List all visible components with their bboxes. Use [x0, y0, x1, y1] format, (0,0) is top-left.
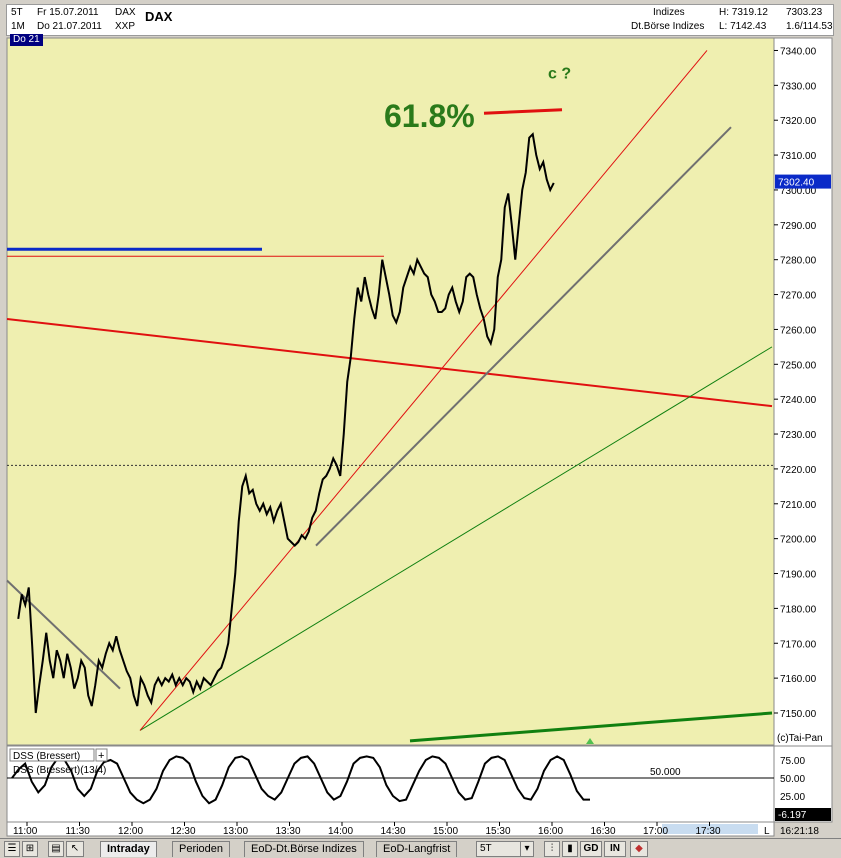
time-axis-area: [6, 821, 775, 837]
bars-icon[interactable]: ▮: [562, 841, 578, 857]
y-tick-label: 7160.00: [780, 674, 817, 685]
exchange-label: XXP: [115, 21, 136, 32]
price-chart[interactable]: 7340.00 7330.00 7320.00 7310.00 7300.00 7290.…: [0, 0, 841, 838]
x-tick-label: 11:00: [13, 826, 38, 837]
y-tick-label: 7210.00: [780, 500, 817, 511]
y-tick-label: 7250.00: [780, 360, 817, 371]
high-label: H: 7319.12: [719, 7, 768, 18]
day-marker: Do 21: [10, 34, 43, 46]
dss-label: DSS (Bressert): [13, 751, 80, 762]
x-tick-label: 16:30: [591, 826, 616, 837]
low-label: L: 7142.43: [719, 21, 767, 32]
plus-icon: +: [98, 750, 104, 762]
fib-level-line: [483, 108, 563, 115]
y-tick-label: 7270.00: [780, 291, 817, 302]
last-price-label: 7302.40: [778, 178, 815, 189]
gray-trend-line: [315, 126, 732, 547]
x-tick-label: 13:00: [223, 826, 248, 837]
tab-eod-indizes[interactable]: EoD-Dt.Börse Indizes: [244, 841, 364, 857]
dss-add-button: [95, 748, 108, 762]
x-tick-label: 16:00: [538, 826, 563, 837]
chart-title: DAX: [145, 9, 173, 24]
price-plot-area: [6, 37, 775, 746]
y-tick-label: 7220.00: [780, 465, 817, 476]
value1-label: 7303.23: [786, 7, 823, 18]
chart-header: 5T Fr 15.07.2011 DAX DAX 1M Do 21.07.201…: [6, 4, 834, 36]
tab-intraday[interactable]: Intraday: [100, 841, 157, 857]
dss-tick-label: 75.00: [780, 756, 805, 767]
dss-params-label: DSS (Bressert)(13/4): [13, 765, 106, 776]
tab-bar: ☰ ⊞ ▤ ↖ Intraday Perioden EoD-Dt.Börse I…: [0, 838, 841, 858]
y-tick-label: 7290.00: [780, 221, 817, 232]
price-axis-area: [773, 37, 833, 797]
red-trend-line: [6, 317, 773, 408]
red-channel-line: [139, 50, 708, 731]
category-label: Indizes: [653, 7, 685, 18]
x-tick-label: 15:00: [433, 826, 458, 837]
in-button[interactable]: IN: [604, 841, 626, 857]
x-tick-label: 17:30: [696, 826, 721, 837]
category2-label: Dt.Börse Indizes: [631, 21, 705, 32]
green-trend-line: [139, 346, 773, 731]
y-tick-label: 7180.00: [780, 604, 817, 615]
candles-icon[interactable]: ⫶: [544, 841, 560, 857]
x-tick-label: 11:30: [66, 826, 91, 837]
x-tick-label: 15:30: [486, 826, 511, 837]
settings-icon[interactable]: ☰: [4, 841, 20, 857]
y-tick-label: 7300.00: [780, 186, 817, 197]
tab-eod-langfrist[interactable]: EoD-Langfrist: [376, 841, 458, 857]
y-tick-label: 7280.00: [780, 256, 817, 267]
symbol-code: DAX: [115, 7, 136, 18]
grid-icon[interactable]: ⊞: [22, 841, 38, 857]
dss-line: [11, 755, 590, 805]
last-price-marker: [775, 174, 831, 189]
dss-value-label: -6.197: [778, 810, 807, 821]
wave-annotation: c ?: [548, 65, 571, 82]
x-tick-label: 14:00: [328, 826, 353, 837]
range-label: 1M: [11, 21, 25, 32]
date-to: Do 21.07.2011: [37, 21, 102, 32]
y-tick-label: 7260.00: [780, 325, 817, 336]
dss-tick-label: 25.00: [780, 792, 805, 803]
dss-level-label: 50.000: [650, 767, 681, 778]
time-axis-marker: L: [764, 826, 770, 837]
current-time-label: 16:21:18: [780, 826, 819, 837]
x-tick-label: 12:00: [118, 826, 143, 837]
y-tick-label: 7240.00: [780, 395, 817, 406]
value2-label: 1.6/114.53: [786, 21, 833, 32]
fib-annotation: 61.8%: [384, 98, 475, 134]
date-from: Fr 15.07.2011: [37, 7, 99, 18]
y-tick-label: 7310.00: [780, 151, 817, 162]
pointer-icon[interactable]: ↖: [66, 841, 84, 857]
signal-triangle-icon: [586, 738, 594, 744]
dss-tick-label: 50.00: [780, 774, 805, 785]
gd-button[interactable]: GD: [580, 841, 602, 857]
time-scroll-highlight: [662, 824, 758, 834]
x-tick-label: 17:00: [643, 826, 668, 837]
x-tick-label: 12:30: [171, 826, 196, 837]
dss-plot-area: [6, 745, 775, 823]
dss-label-box: [9, 748, 95, 762]
copyright-label: (c)Tai-Pan: [777, 733, 823, 744]
chevron-down-icon[interactable]: ▾: [520, 841, 534, 857]
document-icon[interactable]: ▤: [48, 841, 64, 857]
tab-perioden[interactable]: Perioden: [172, 841, 231, 857]
dss-value-marker: [775, 808, 831, 821]
y-tick-label: 7330.00: [780, 81, 817, 92]
y-tick-label: 7320.00: [780, 116, 817, 127]
y-tick-label: 7340.00: [780, 46, 817, 57]
y-tick-label: 7170.00: [780, 639, 817, 650]
indicator-icon[interactable]: ◆: [630, 841, 648, 857]
x-tick-label: 14:30: [381, 826, 406, 837]
x-tick-label: 13:30: [276, 826, 301, 837]
y-tick-label: 7190.00: [780, 570, 817, 581]
y-tick-label: 7230.00: [780, 430, 817, 441]
interval-select[interactable]: 5T: [476, 841, 521, 857]
price-series-line: [17, 132, 555, 714]
y-tick-label: 7150.00: [780, 709, 817, 720]
y-tick-label: 7200.00: [780, 535, 817, 546]
green-base-line: [409, 711, 773, 743]
interval-label: 5T: [11, 7, 23, 18]
